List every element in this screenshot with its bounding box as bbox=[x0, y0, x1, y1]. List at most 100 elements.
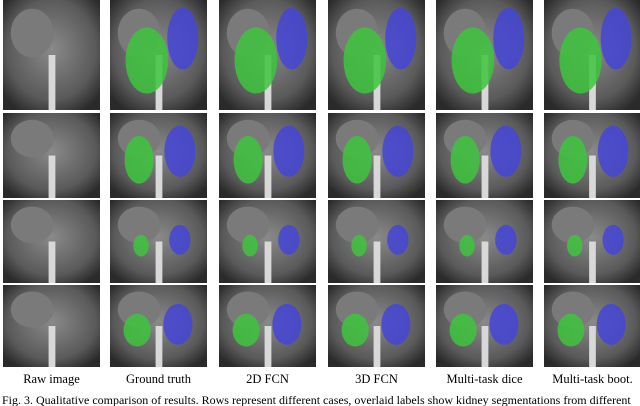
kidney-label-left bbox=[449, 313, 477, 347]
spine bbox=[373, 155, 381, 198]
ct-image bbox=[3, 285, 100, 367]
kidney-label-left bbox=[133, 234, 149, 257]
kidney-label-right bbox=[490, 125, 522, 177]
kidney-label-left bbox=[451, 27, 495, 94]
spine bbox=[48, 55, 56, 110]
spine bbox=[48, 155, 56, 198]
kidney-label-left bbox=[125, 27, 169, 94]
kidney-label-right bbox=[489, 303, 519, 345]
kidney-label-left bbox=[233, 135, 263, 184]
ct-image bbox=[436, 200, 533, 283]
kidney-label-left bbox=[557, 313, 585, 347]
kidney-label-right bbox=[273, 125, 305, 177]
spine bbox=[264, 326, 272, 367]
kidney-label-right bbox=[597, 125, 629, 177]
ct-image bbox=[110, 200, 207, 283]
caption: Fig. 3. Qualitative comparison of result… bbox=[2, 393, 631, 406]
ct-image bbox=[3, 113, 100, 198]
kidney-label-right bbox=[169, 224, 191, 255]
kidney-label-left bbox=[450, 135, 480, 184]
kidney-label-right bbox=[495, 224, 517, 255]
column-label: 3D FCN bbox=[355, 372, 398, 386]
kidney-label-left bbox=[567, 234, 583, 257]
kidney-label-right bbox=[167, 7, 199, 70]
column-labels: Raw image Ground truth 2D FCN 3D FCN Multi-t… bbox=[23, 372, 633, 386]
organ bbox=[10, 119, 54, 158]
kidney-label-left bbox=[232, 313, 260, 347]
kidney-label-right bbox=[272, 303, 302, 345]
ct-image bbox=[436, 285, 533, 367]
kidney-label-left bbox=[351, 234, 367, 257]
kidney-label-right bbox=[600, 7, 632, 70]
spine bbox=[373, 241, 381, 283]
spine bbox=[481, 326, 489, 367]
organ bbox=[10, 8, 54, 58]
spine bbox=[155, 241, 163, 283]
spine bbox=[589, 155, 596, 198]
kidney-label-right bbox=[387, 224, 409, 255]
organ bbox=[551, 206, 594, 244]
column-label: Raw image bbox=[23, 372, 80, 386]
spine bbox=[481, 155, 489, 198]
kidney-label-left bbox=[343, 27, 387, 94]
spine bbox=[264, 155, 272, 198]
kidney-label-right bbox=[276, 7, 308, 70]
organ bbox=[335, 206, 379, 244]
kidney-label-left bbox=[558, 135, 588, 184]
ct-image bbox=[3, 0, 100, 110]
column-label: Multi-task dice bbox=[446, 372, 522, 386]
column-label: Ground truth bbox=[126, 372, 192, 386]
spine bbox=[589, 326, 596, 367]
ct-image bbox=[328, 113, 425, 198]
column-label: Multi-task boot. bbox=[552, 372, 633, 386]
spine bbox=[373, 326, 381, 367]
ct-image bbox=[110, 285, 207, 367]
ct-image bbox=[219, 285, 316, 367]
ct-image bbox=[219, 0, 316, 110]
kidney-label-right bbox=[163, 303, 193, 345]
image-grid bbox=[3, 0, 640, 367]
kidney-label-left bbox=[124, 135, 154, 184]
ct-image bbox=[544, 285, 640, 367]
kidney-label-left bbox=[459, 234, 475, 257]
ct-image bbox=[110, 0, 207, 110]
organ bbox=[226, 206, 270, 244]
ct-image bbox=[544, 200, 640, 283]
ct-image bbox=[219, 113, 316, 198]
ct-image bbox=[3, 200, 100, 283]
ct-image bbox=[328, 200, 425, 283]
kidney-label-left bbox=[123, 313, 151, 347]
ct-image bbox=[544, 113, 640, 198]
spine bbox=[481, 241, 489, 283]
kidney-label-right bbox=[493, 7, 525, 70]
kidney-label-right bbox=[278, 224, 300, 255]
kidney-label-left bbox=[342, 135, 372, 184]
organ bbox=[10, 291, 54, 328]
ct-image bbox=[328, 285, 425, 367]
column-label: 2D FCN bbox=[246, 372, 289, 386]
ct-image bbox=[544, 0, 640, 110]
spine bbox=[155, 326, 163, 367]
kidney-label-left bbox=[234, 27, 278, 94]
ct-image bbox=[328, 0, 425, 110]
spine bbox=[264, 241, 272, 283]
kidney-label-right bbox=[596, 303, 626, 345]
kidney-label-left bbox=[559, 27, 602, 94]
spine bbox=[589, 241, 596, 283]
spine bbox=[48, 241, 56, 283]
kidney-label-right bbox=[382, 125, 414, 177]
organ bbox=[443, 206, 487, 244]
spine bbox=[48, 326, 56, 367]
kidney-label-right bbox=[164, 125, 196, 177]
spine bbox=[155, 155, 163, 198]
organ bbox=[10, 206, 54, 244]
kidney-label-left bbox=[242, 234, 258, 257]
kidney-label-right bbox=[381, 303, 411, 345]
ct-image bbox=[110, 113, 207, 198]
ct-image bbox=[436, 113, 533, 198]
kidney-label-left bbox=[341, 313, 369, 347]
kidney-label-right bbox=[385, 7, 417, 70]
ct-image bbox=[436, 0, 533, 110]
organ bbox=[117, 206, 161, 244]
